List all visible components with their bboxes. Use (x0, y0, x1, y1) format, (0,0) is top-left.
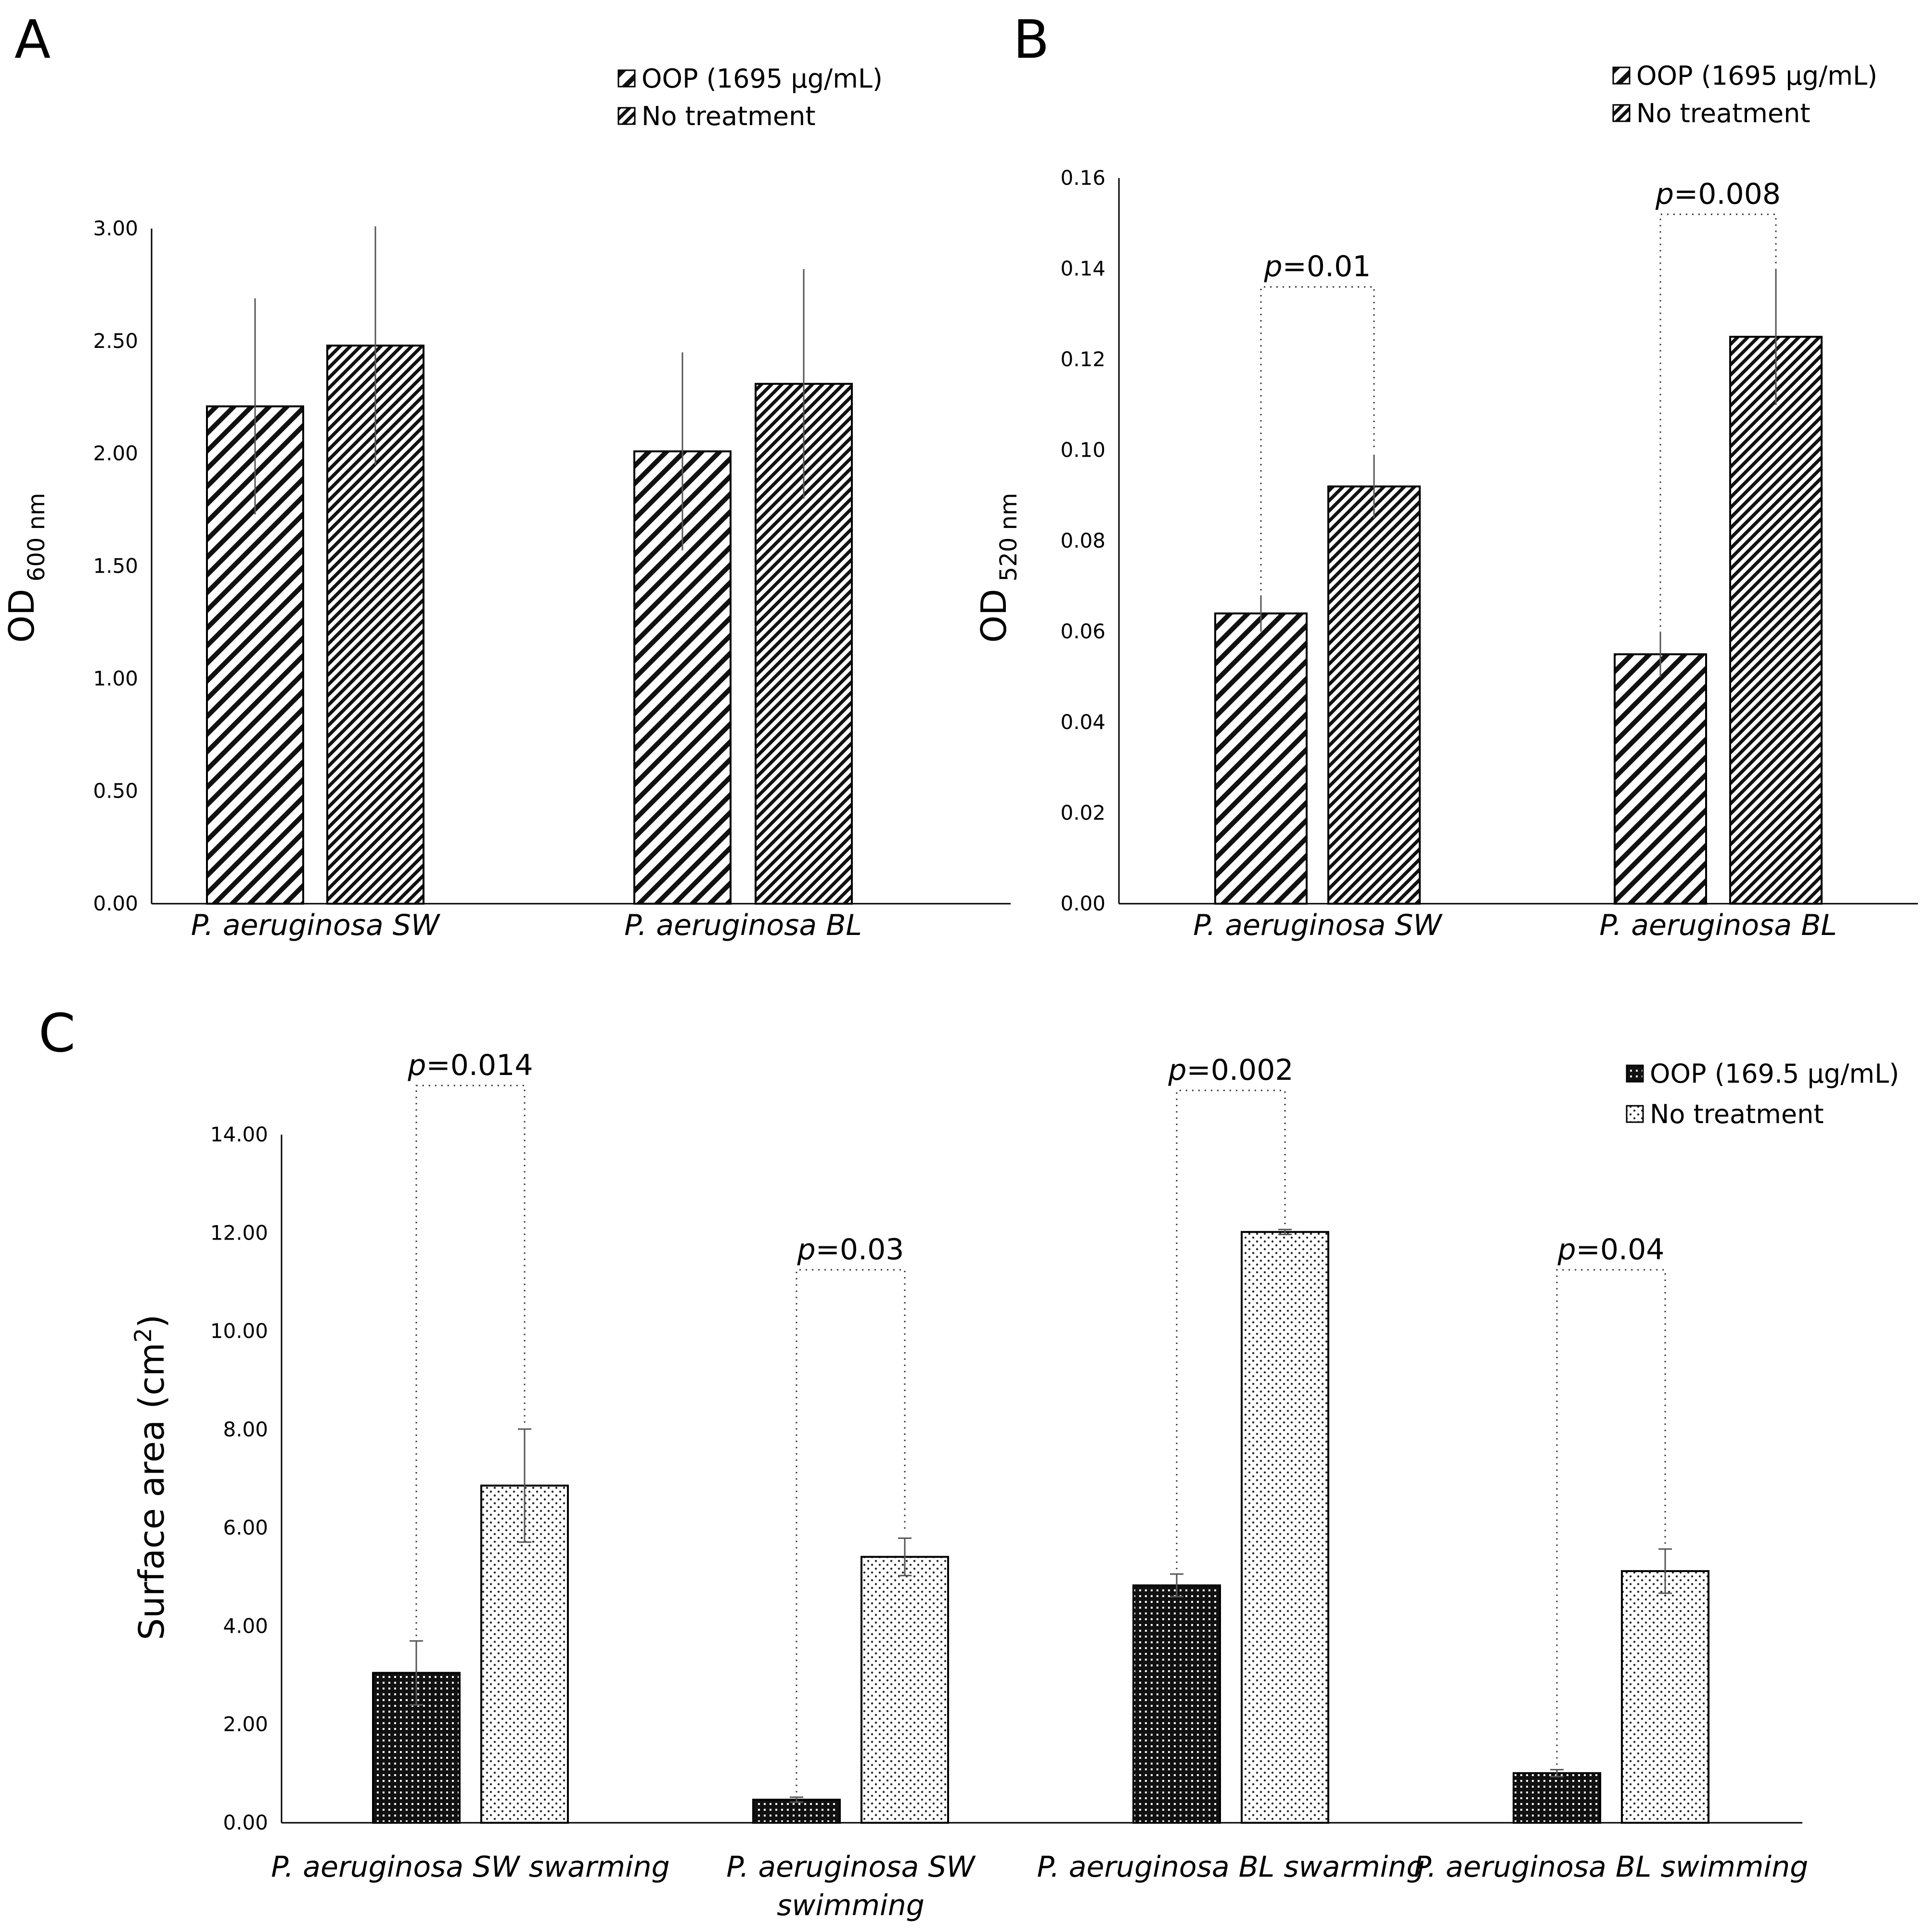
y-tick-label: 12.00 (210, 1221, 268, 1244)
bar-no-treatment (1327, 485, 1421, 905)
legend-label: No treatment (1636, 98, 1811, 128)
y-tick-label: 0.50 (93, 779, 138, 803)
p-value-label: p=0.014 (407, 1049, 533, 1082)
y-tick-label: 8.00 (223, 1418, 268, 1441)
y-axis-label: OD 520 nm (974, 493, 1022, 642)
x-category-label: P. aeruginosa BL swarming (1037, 1850, 1425, 1884)
x-category-label: P. aeruginosa SW (191, 908, 441, 942)
chart-panel-b: B 0.00 0.02 0.04 0.06 0.08 0.10 0.12 0.14 0.16 P. … (974, 9, 1918, 942)
y-tick-label: 6.00 (223, 1516, 268, 1539)
y-tick-label: 1.50 (93, 554, 138, 578)
y-axis-label: Surface area (cm2) (130, 1314, 172, 1640)
bar-no-treatment (1241, 1231, 1329, 1824)
bar-oop (1214, 612, 1308, 905)
significance-bracket (796, 1269, 906, 1792)
bar-oop (1132, 1584, 1221, 1824)
y-tick-label: 0.00 (1060, 892, 1105, 915)
significance-bracket (1176, 1089, 1286, 1570)
y-tick-label: 2.00 (93, 442, 138, 465)
significance-bracket (1659, 213, 1777, 627)
bar-no-treatment (1729, 335, 1823, 905)
y-tick-label: 0.04 (1060, 710, 1105, 734)
chart-panel-a: A 0.00 0.50 1.00 1.50 2.00 2.50 3.00 P. aerugino… (1, 9, 1011, 942)
p-value-label: p=0.008 (1655, 177, 1781, 211)
y-tick-label: 0.14 (1060, 257, 1105, 281)
legend-label: No treatment (642, 101, 816, 131)
y-tick-label: 0.10 (1060, 438, 1105, 462)
legend-swatch (1612, 104, 1631, 122)
p-value-label: p=0.002 (1168, 1053, 1293, 1087)
legend-swatch (1626, 1064, 1644, 1083)
x-category-label: swimming (777, 1889, 925, 1922)
y-tick-label: 0.02 (1060, 801, 1105, 825)
legend-swatch (1626, 1105, 1644, 1123)
legend-label: OOP (169.5 µg/mL) (1650, 1059, 1899, 1089)
legend-swatch (617, 107, 636, 125)
y-tick-label: 0.12 (1060, 347, 1105, 371)
y-tick-label: 0.08 (1060, 529, 1105, 552)
y-tick-label: 10.00 (210, 1319, 268, 1343)
legend-swatch (617, 69, 636, 88)
x-category-label: P. aeruginosa SW (726, 1850, 976, 1884)
x-category-label: P. aeruginosa BL swimming (1414, 1850, 1808, 1884)
panel-letter: A (14, 9, 51, 70)
p-value-label: p=0.03 (797, 1233, 904, 1267)
panel-letter: C (39, 1002, 76, 1064)
y-tick-label: 4.00 (223, 1614, 268, 1638)
legend-label: OOP (1695 µg/mL) (1636, 61, 1877, 91)
y-tick-label: 0.16 (1060, 166, 1105, 190)
legend-label: No treatment (1650, 1099, 1824, 1129)
x-category-label: P. aeruginosa SW (1193, 908, 1443, 942)
y-tick-label: 0.06 (1060, 620, 1105, 643)
x-category-label: P. aeruginosa BL (624, 908, 862, 942)
significance-bracket (415, 1085, 526, 1637)
legend-swatch (1612, 66, 1631, 85)
bar-no-treatment (1621, 1570, 1709, 1824)
y-tick-label: 2.00 (223, 1713, 268, 1736)
y-tick-label: 0.00 (223, 1811, 268, 1834)
y-tick-label: 0.00 (93, 892, 138, 915)
chart-panel-c: C 0.00 2.00 4.00 6.00 8.00 10.00 12.00 14.00 P. a… (39, 1002, 1899, 1922)
bar-oop (1614, 653, 1707, 905)
bar-oop (752, 1798, 841, 1824)
p-value-label: p=0.04 (1557, 1233, 1665, 1267)
y-tick-label: 2.50 (93, 329, 138, 353)
x-category-label: P. aeruginosa SW swarming (271, 1850, 670, 1884)
bar-oop (1513, 1772, 1601, 1824)
y-tick-label: 3.00 (93, 217, 138, 240)
y-tick-label: 14.00 (210, 1123, 268, 1146)
y-tick-label: 1.00 (93, 666, 138, 690)
bar-no-treatment (861, 1556, 949, 1824)
panel-letter: B (1013, 9, 1049, 70)
legend-label: OOP (1695 µg/mL) (642, 64, 883, 94)
x-category-label: P. aeruginosa BL (1599, 908, 1837, 942)
y-axis-label: OD 600 nm (1, 493, 50, 642)
p-value-label: p=0.01 (1264, 250, 1371, 283)
